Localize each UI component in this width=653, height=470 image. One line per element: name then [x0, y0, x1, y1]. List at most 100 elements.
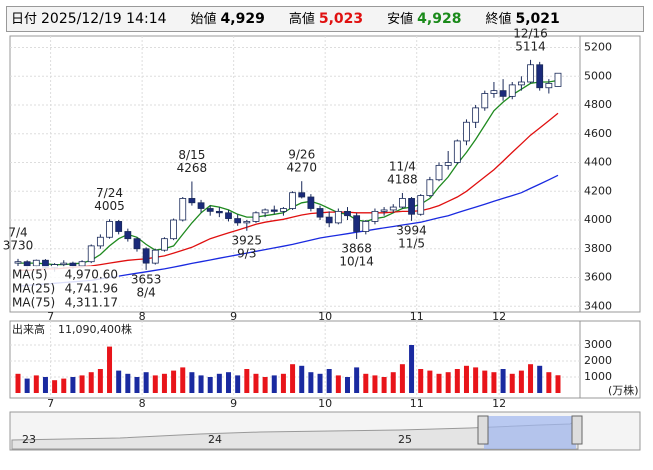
annotation-date: 10/14 — [339, 254, 374, 268]
candle-body — [32, 259, 40, 267]
candle-body — [215, 210, 223, 214]
x-tick-label: 12 — [492, 310, 506, 323]
candle-body — [106, 221, 113, 238]
volume-bar — [326, 369, 332, 393]
candle-body — [206, 208, 214, 212]
volume-bar — [335, 375, 341, 393]
volume-bar — [61, 378, 67, 393]
volume-bar — [42, 377, 48, 393]
candle-body — [362, 221, 370, 232]
volume-bar — [555, 375, 561, 393]
annotation-value: 4268 — [177, 161, 208, 175]
x-tick-label: 7 — [47, 310, 54, 323]
volume-bar — [226, 372, 232, 393]
candle-body — [353, 215, 361, 232]
candle-body — [23, 261, 31, 267]
high: 5,023 — [318, 11, 364, 27]
volume-bar — [116, 370, 122, 393]
volume-bar — [518, 370, 524, 393]
x-tick-label: 9 — [230, 310, 237, 323]
x-tick-label: 10 — [318, 397, 332, 410]
x-tick-label: 10 — [318, 310, 332, 323]
y-tick-label: 4400 — [584, 156, 612, 169]
candle-body — [289, 192, 296, 209]
y-tick-label: 1000 — [584, 370, 612, 383]
volume-total: 11,090,400株 — [58, 322, 132, 336]
legend-value: 4,970.60 — [65, 268, 118, 282]
y-tick-label: 2000 — [584, 354, 612, 367]
y-tick-label: 4800 — [584, 98, 612, 111]
volume-bar — [198, 375, 204, 393]
annotation-date: 7/4 — [8, 225, 27, 239]
candle-body — [389, 206, 397, 211]
candle-body — [536, 64, 544, 89]
navigator-label: 25 — [398, 433, 412, 446]
candle-body — [197, 202, 205, 209]
candle-body — [261, 209, 269, 214]
navigator-range[interactable] — [484, 416, 576, 449]
y-tick-label: 3000 — [584, 338, 612, 351]
y-tick-label: 4600 — [584, 127, 612, 140]
x-tick-label: 9 — [230, 397, 237, 410]
candle-body — [270, 209, 278, 212]
annotation-value: 5114 — [515, 39, 546, 53]
volume-bar — [107, 346, 113, 393]
volume-bar — [427, 370, 433, 393]
close: 5,021 — [515, 11, 560, 27]
volume-bar — [97, 369, 103, 393]
y-tick-label: 5200 — [584, 41, 612, 54]
candle-body — [234, 218, 242, 224]
y-tick-label: 5000 — [584, 69, 612, 82]
candle-body — [371, 210, 379, 222]
volume-bar — [152, 375, 158, 393]
header: 日付 2025/12/19 14:14 始値 4,929 高値 5,023 安値 4,928 終… — [6, 6, 644, 32]
legend-box — [11, 266, 119, 311]
date: 2025/12/19 14:14 — [41, 11, 167, 27]
label: 高値 — [288, 12, 315, 27]
annotation-value: 3730 — [3, 238, 34, 252]
candle-body — [142, 248, 150, 264]
volume-bar — [445, 372, 451, 393]
candle-body — [435, 164, 443, 181]
candle-body — [60, 262, 68, 265]
volume-bar — [189, 372, 195, 393]
volume-bar — [528, 364, 534, 393]
y-tick-label: 4000 — [584, 213, 612, 226]
label: 終値 — [485, 12, 512, 27]
volume-bar — [244, 369, 250, 393]
candle-body — [508, 84, 516, 97]
candle-body — [316, 208, 324, 218]
legend-value: 4,741.96 — [65, 282, 118, 296]
annotation-value: 3994 — [396, 223, 427, 237]
open: 4,929 — [220, 11, 265, 27]
volume-bar — [161, 373, 167, 393]
candle-body — [14, 261, 22, 264]
volume-bar — [381, 377, 387, 393]
volume-bar — [473, 367, 479, 393]
candle-body — [517, 81, 525, 86]
candle-body — [527, 64, 534, 83]
candle-body — [87, 245, 95, 263]
volume-bar — [79, 375, 85, 393]
volume-bar — [354, 367, 360, 393]
candle-body — [417, 195, 425, 215]
annotation-value: 3868 — [341, 241, 372, 255]
y-tick-label: 3800 — [584, 242, 612, 255]
x-tick-label: 11 — [410, 397, 424, 410]
volume-bar — [143, 372, 149, 393]
navigator-handle[interactable] — [571, 415, 583, 445]
y-tick-label: 3400 — [584, 299, 612, 312]
volume-bar — [171, 370, 177, 393]
volume-bar — [271, 375, 277, 393]
volume-bar — [491, 372, 497, 393]
candle-body — [481, 93, 489, 109]
volume-bar — [262, 377, 268, 393]
annotation-date: 8/4 — [136, 285, 155, 299]
legend-label: MA(5) — [12, 268, 48, 282]
navigator-handle[interactable] — [477, 415, 489, 445]
candle-body — [179, 198, 187, 221]
volume-bar — [70, 377, 76, 393]
navigator-label: 24 — [208, 433, 222, 446]
